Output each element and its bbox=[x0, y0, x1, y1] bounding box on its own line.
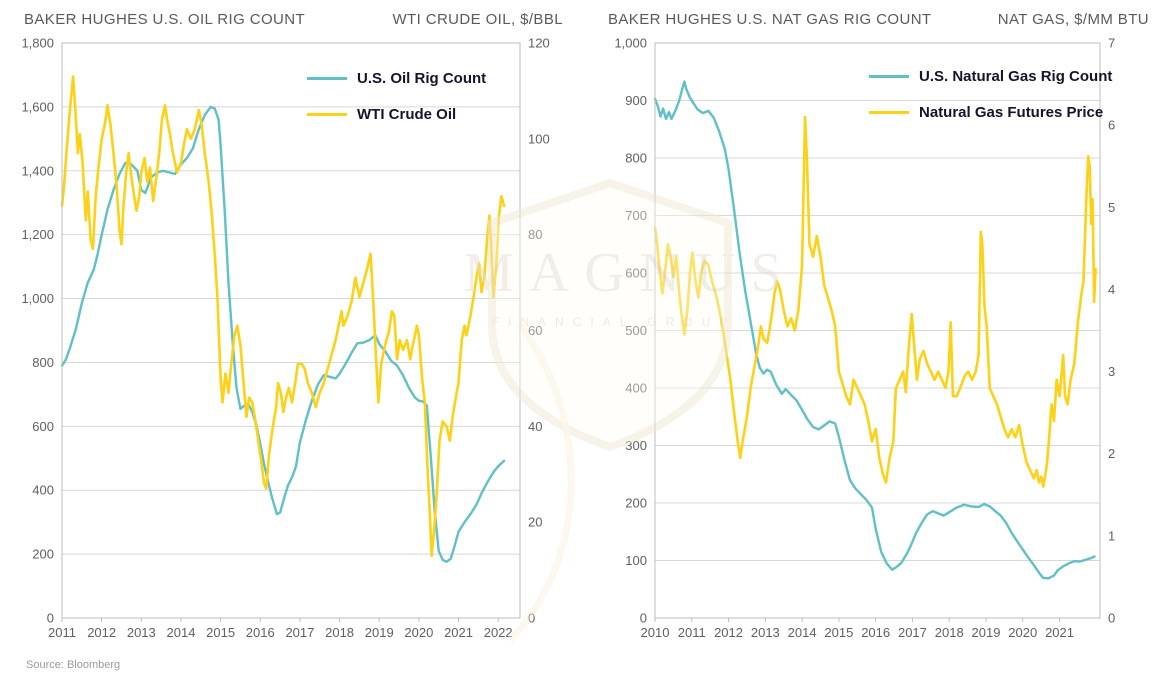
y-tick-label: 0 bbox=[1108, 611, 1115, 626]
y-tick-label: 0 bbox=[528, 611, 535, 626]
x-tick-label: 2020 bbox=[404, 625, 433, 640]
x-tick-label: 2015 bbox=[206, 625, 235, 640]
y-tick-label: 700 bbox=[625, 208, 647, 223]
gas-chart-legend: U.S. Natural Gas Rig Count Natural Gas F… bbox=[869, 58, 1112, 130]
y-tick-label: 7 bbox=[1108, 36, 1115, 51]
x-tick-label: 2021 bbox=[444, 625, 473, 640]
right-axis-labels: 0 1 2 3 4 5 6 7 bbox=[1108, 36, 1115, 626]
y-tick-label: 500 bbox=[625, 323, 647, 338]
oil-chart-title: BAKER HUGHES U.S. OIL RIG COUNT bbox=[24, 11, 306, 28]
x-tick-label: 2016 bbox=[861, 625, 890, 640]
oil-chart-plot: 2011 2012 2013 2014 2015 2016 2017 2018 2019 2020… bbox=[21, 36, 550, 641]
wti-crude-oil-line bbox=[60, 75, 506, 558]
y-tick-label: 80 bbox=[528, 227, 542, 242]
y-tick-label: 1,400 bbox=[21, 163, 54, 178]
x-tick-label: 2013 bbox=[127, 625, 156, 640]
y-tick-label: 100 bbox=[625, 553, 647, 568]
x-tick-label: 2019 bbox=[365, 625, 394, 640]
x-tick-label: 2015 bbox=[824, 625, 853, 640]
gridlines bbox=[62, 106, 520, 555]
teal-line-swatch bbox=[307, 76, 347, 80]
y-tick-label: 200 bbox=[625, 496, 647, 511]
left-axis-labels: 0 100 200 300 400 500 600 700 800 900 1,000 bbox=[614, 36, 647, 626]
legend-label: Natural Gas Futures Price bbox=[919, 103, 1104, 121]
x-tick-label: 2020 bbox=[1008, 625, 1037, 640]
y-tick-label: 1 bbox=[1108, 528, 1115, 543]
y-tick-label: 120 bbox=[528, 36, 550, 51]
y-tick-label: 40 bbox=[528, 419, 542, 434]
y-tick-label: 900 bbox=[625, 93, 647, 108]
legend-item-gas-rig-count: U.S. Natural Gas Rig Count bbox=[869, 58, 1112, 94]
y-tick-label: 4 bbox=[1108, 282, 1115, 297]
yellow-line-swatch bbox=[869, 110, 909, 114]
source-note: Source: Bloomberg bbox=[26, 659, 121, 671]
x-tick-label: 2019 bbox=[972, 625, 1001, 640]
y-tick-label: 0 bbox=[640, 611, 647, 626]
y-tick-label: 600 bbox=[32, 419, 54, 434]
x-axis: 2010 2011 2012 2013 2014 2015 2016 2017 2018 2019… bbox=[641, 618, 1074, 640]
y-tick-label: 60 bbox=[528, 323, 542, 338]
x-tick-label: 2014 bbox=[788, 625, 817, 640]
y-tick-label: 1,600 bbox=[21, 99, 54, 114]
x-tick-label: 2017 bbox=[285, 625, 314, 640]
gridlines bbox=[655, 100, 1100, 561]
y-tick-label: 400 bbox=[625, 381, 647, 396]
y-tick-label: 300 bbox=[625, 438, 647, 453]
y-tick-label: 0 bbox=[47, 611, 54, 626]
oil-chart-panel: BAKER HUGHES U.S. OIL RIG COUNT WTI CRUD… bbox=[21, 11, 563, 641]
x-tick-label: 2022 bbox=[484, 625, 513, 640]
y-tick-label: 600 bbox=[625, 266, 647, 281]
legend-label: U.S. Oil Rig Count bbox=[357, 69, 487, 87]
x-tick-label: 2011 bbox=[678, 625, 706, 640]
x-tick-label: 2017 bbox=[898, 625, 927, 640]
y-tick-label: 5 bbox=[1108, 200, 1115, 215]
y-tick-label: 6 bbox=[1108, 118, 1115, 133]
x-tick-label: 2016 bbox=[246, 625, 275, 640]
u-s-natural-gas-rig-count-line bbox=[653, 80, 1096, 580]
x-axis: 2011 2012 2013 2014 2015 2016 2017 2018 2019 2020… bbox=[48, 618, 513, 640]
left-axis-labels: 0 200 400 600 800 1,000 1,200 1,400 1,600 1,800 bbox=[21, 36, 54, 626]
y-tick-label: 3 bbox=[1108, 364, 1115, 379]
x-tick-label: 2013 bbox=[751, 625, 780, 640]
x-tick-label: 2010 bbox=[641, 625, 670, 640]
legend-item-wti-crude: WTI Crude Oil bbox=[307, 96, 486, 132]
yellow-line-swatch bbox=[307, 112, 347, 116]
gas-chart-panel: BAKER HUGHES U.S. NAT GAS RIG COUNT NAT … bbox=[576, 0, 1152, 683]
y-tick-label: 400 bbox=[32, 483, 54, 498]
y-tick-label: 1,000 bbox=[21, 291, 54, 306]
y-tick-label: 200 bbox=[32, 547, 54, 562]
natural-gas-futures-price-line bbox=[653, 115, 1097, 488]
gas-chart-title: BAKER HUGHES U.S. NAT GAS RIG COUNT bbox=[608, 11, 932, 28]
x-tick-label: 2012 bbox=[87, 625, 116, 640]
x-tick-label: 2012 bbox=[714, 625, 743, 640]
y-tick-label: 800 bbox=[32, 355, 54, 370]
x-tick-label: 2018 bbox=[325, 625, 354, 640]
legend-item-gas-futures-price: Natural Gas Futures Price bbox=[869, 94, 1112, 130]
teal-line-swatch bbox=[869, 74, 909, 78]
x-tick-label: 2014 bbox=[167, 625, 196, 640]
legend-item-oil-rig-count: U.S. Oil Rig Count bbox=[307, 60, 486, 96]
y-tick-label: 20 bbox=[528, 515, 542, 530]
right-axis-labels: 0 20 40 60 80 100 120 bbox=[528, 36, 550, 626]
y-tick-label: 2 bbox=[1108, 446, 1115, 461]
y-tick-label: 1,800 bbox=[21, 36, 54, 51]
legend-label: U.S. Natural Gas Rig Count bbox=[919, 67, 1113, 85]
legend-label: WTI Crude Oil bbox=[357, 105, 457, 123]
oil-chart-legend: U.S. Oil Rig Count WTI Crude Oil bbox=[307, 60, 486, 132]
y-tick-label: 800 bbox=[625, 151, 647, 166]
y-tick-label: 100 bbox=[528, 131, 550, 146]
y-tick-label: 1,000 bbox=[614, 36, 647, 51]
x-tick-label: 2011 bbox=[48, 625, 76, 640]
x-tick-label: 2018 bbox=[935, 625, 964, 640]
y-tick-label: 1,200 bbox=[21, 227, 54, 242]
x-tick-label: 2021 bbox=[1045, 625, 1074, 640]
gas-chart-right-axis-title: NAT GAS, $/MM BTU bbox=[997, 11, 1149, 28]
oil-chart-right-axis-title: WTI CRUDE OIL, $/BBL bbox=[392, 11, 563, 28]
